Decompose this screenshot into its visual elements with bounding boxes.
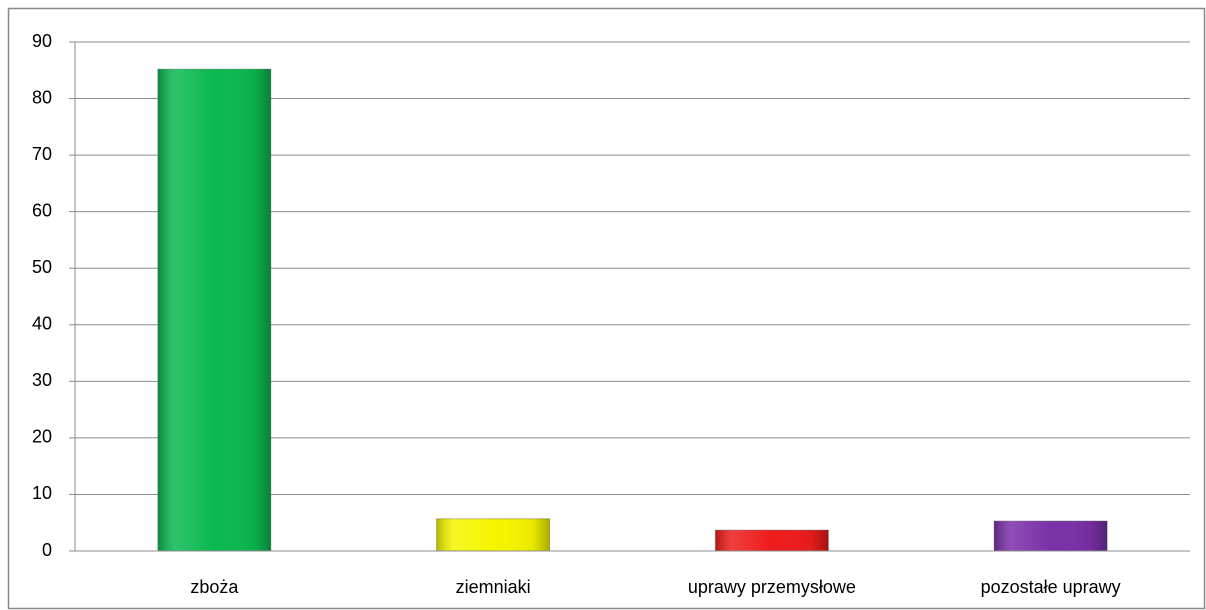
- y-tick-label: 90: [32, 31, 52, 51]
- bar-shade: [994, 521, 1108, 551]
- y-tick-label: 70: [32, 144, 52, 164]
- y-tick-label: 0: [42, 540, 52, 560]
- x-tick-label: pozostałe uprawy: [981, 577, 1121, 597]
- x-tick-label: ziemniaki: [456, 577, 531, 597]
- y-tick-label: 50: [32, 257, 52, 277]
- bar-shade: [436, 518, 550, 551]
- y-tick-label: 80: [32, 87, 52, 107]
- y-tick-label: 40: [32, 314, 52, 334]
- x-tick-label: uprawy przemysłowe: [688, 577, 856, 597]
- y-tick-label: 60: [32, 200, 52, 220]
- chart-frame: [7, 7, 1206, 610]
- x-tick-label: zboża: [190, 577, 239, 597]
- y-tick-label: 10: [32, 483, 52, 503]
- bar-shade: [715, 530, 829, 551]
- y-tick-label: 30: [32, 370, 52, 390]
- y-tick-label: 20: [32, 427, 52, 447]
- bar-shade: [157, 69, 271, 551]
